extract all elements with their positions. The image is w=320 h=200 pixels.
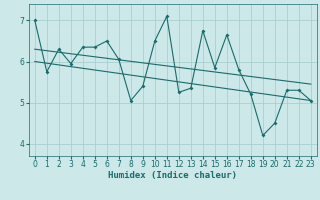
X-axis label: Humidex (Indice chaleur): Humidex (Indice chaleur) <box>108 171 237 180</box>
